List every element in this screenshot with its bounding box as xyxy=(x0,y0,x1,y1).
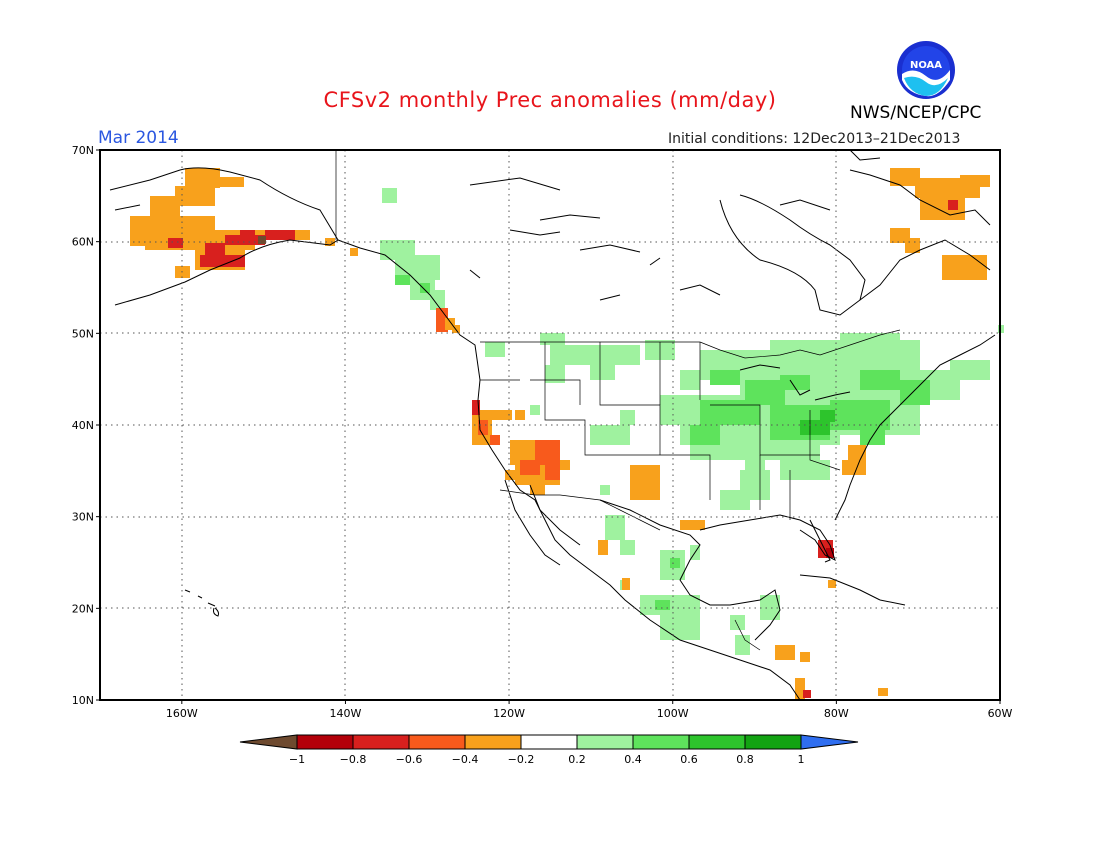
lon-axis: 160W 140W 120W 100W 80W 60W xyxy=(166,700,1013,720)
noaa-logo-icon: NOAA xyxy=(897,41,955,99)
colorbar-segment xyxy=(464,734,522,750)
colorbar xyxy=(239,734,859,750)
colorbar-labels: −1 −0.8 −0.6 −0.4 −0.2 0.2 0.4 0.6 0.8 1 xyxy=(289,753,805,766)
colorbar-tick-label: −0.6 xyxy=(396,753,423,766)
colorbar-tick-label: 0.2 xyxy=(568,753,586,766)
colorbar-tick-label: −0.4 xyxy=(452,753,479,766)
agency-label: NWS/NCEP/CPC xyxy=(850,103,982,123)
lon-tick-label: 160W xyxy=(166,707,198,720)
colorbar-tick-label: 0.8 xyxy=(736,753,754,766)
colorbar-min-arrow xyxy=(239,734,298,750)
coastlines xyxy=(109,149,996,701)
colorbar-tick-label: −1 xyxy=(289,753,305,766)
lon-tick-label: 60W xyxy=(988,707,1013,720)
lat-tick-label: 40N xyxy=(72,419,94,432)
lat-lon-grid xyxy=(100,150,1000,700)
lat-axis: 70N 60N 50N 40N 30N 20N 10N xyxy=(72,144,100,707)
chart-title: CFSv2 monthly Prec anomalies (mm/day) xyxy=(323,88,777,112)
colorbar-segment xyxy=(744,734,802,750)
colorbar-segment xyxy=(352,734,410,750)
colorbar-tick-label: 1 xyxy=(798,753,805,766)
lat-tick-label: 70N xyxy=(72,144,94,157)
central-dry xyxy=(598,520,888,700)
logo-text: NOAA xyxy=(910,60,942,71)
colorbar-segment xyxy=(576,734,634,750)
lon-tick-label: 100W xyxy=(657,707,689,720)
forecast-month: Mar 2014 xyxy=(98,128,179,148)
colorbar-segment xyxy=(688,734,746,750)
lat-tick-label: 20N xyxy=(72,602,94,615)
lat-tick-label: 10N xyxy=(72,694,94,707)
lat-tick-label: 30N xyxy=(72,511,94,524)
colorbar-segment xyxy=(296,734,354,750)
colorbar-segment xyxy=(520,734,578,750)
colorbar-tick-label: −0.8 xyxy=(340,753,367,766)
nc-coast-dry xyxy=(842,445,866,475)
colorbar-tick-label: 0.6 xyxy=(680,753,698,766)
lon-tick-label: 120W xyxy=(493,707,525,720)
colorbar-tick-label: −0.2 xyxy=(508,753,535,766)
lat-tick-label: 60N xyxy=(72,236,94,249)
southwest-drier xyxy=(472,400,560,480)
lon-tick-label: 140W xyxy=(330,707,362,720)
colorbar-segment xyxy=(632,734,690,750)
alaska-drier xyxy=(168,230,295,267)
lon-tick-label: 80W xyxy=(824,707,849,720)
colorbar-segment xyxy=(408,734,466,750)
lat-tick-label: 50N xyxy=(72,327,94,340)
colorbar-max-arrow xyxy=(800,734,859,750)
initial-conditions: Initial conditions: 12Dec2013–21Dec2013 xyxy=(668,131,961,147)
colorbar-tick-label: 0.4 xyxy=(624,753,642,766)
borders xyxy=(335,150,901,651)
